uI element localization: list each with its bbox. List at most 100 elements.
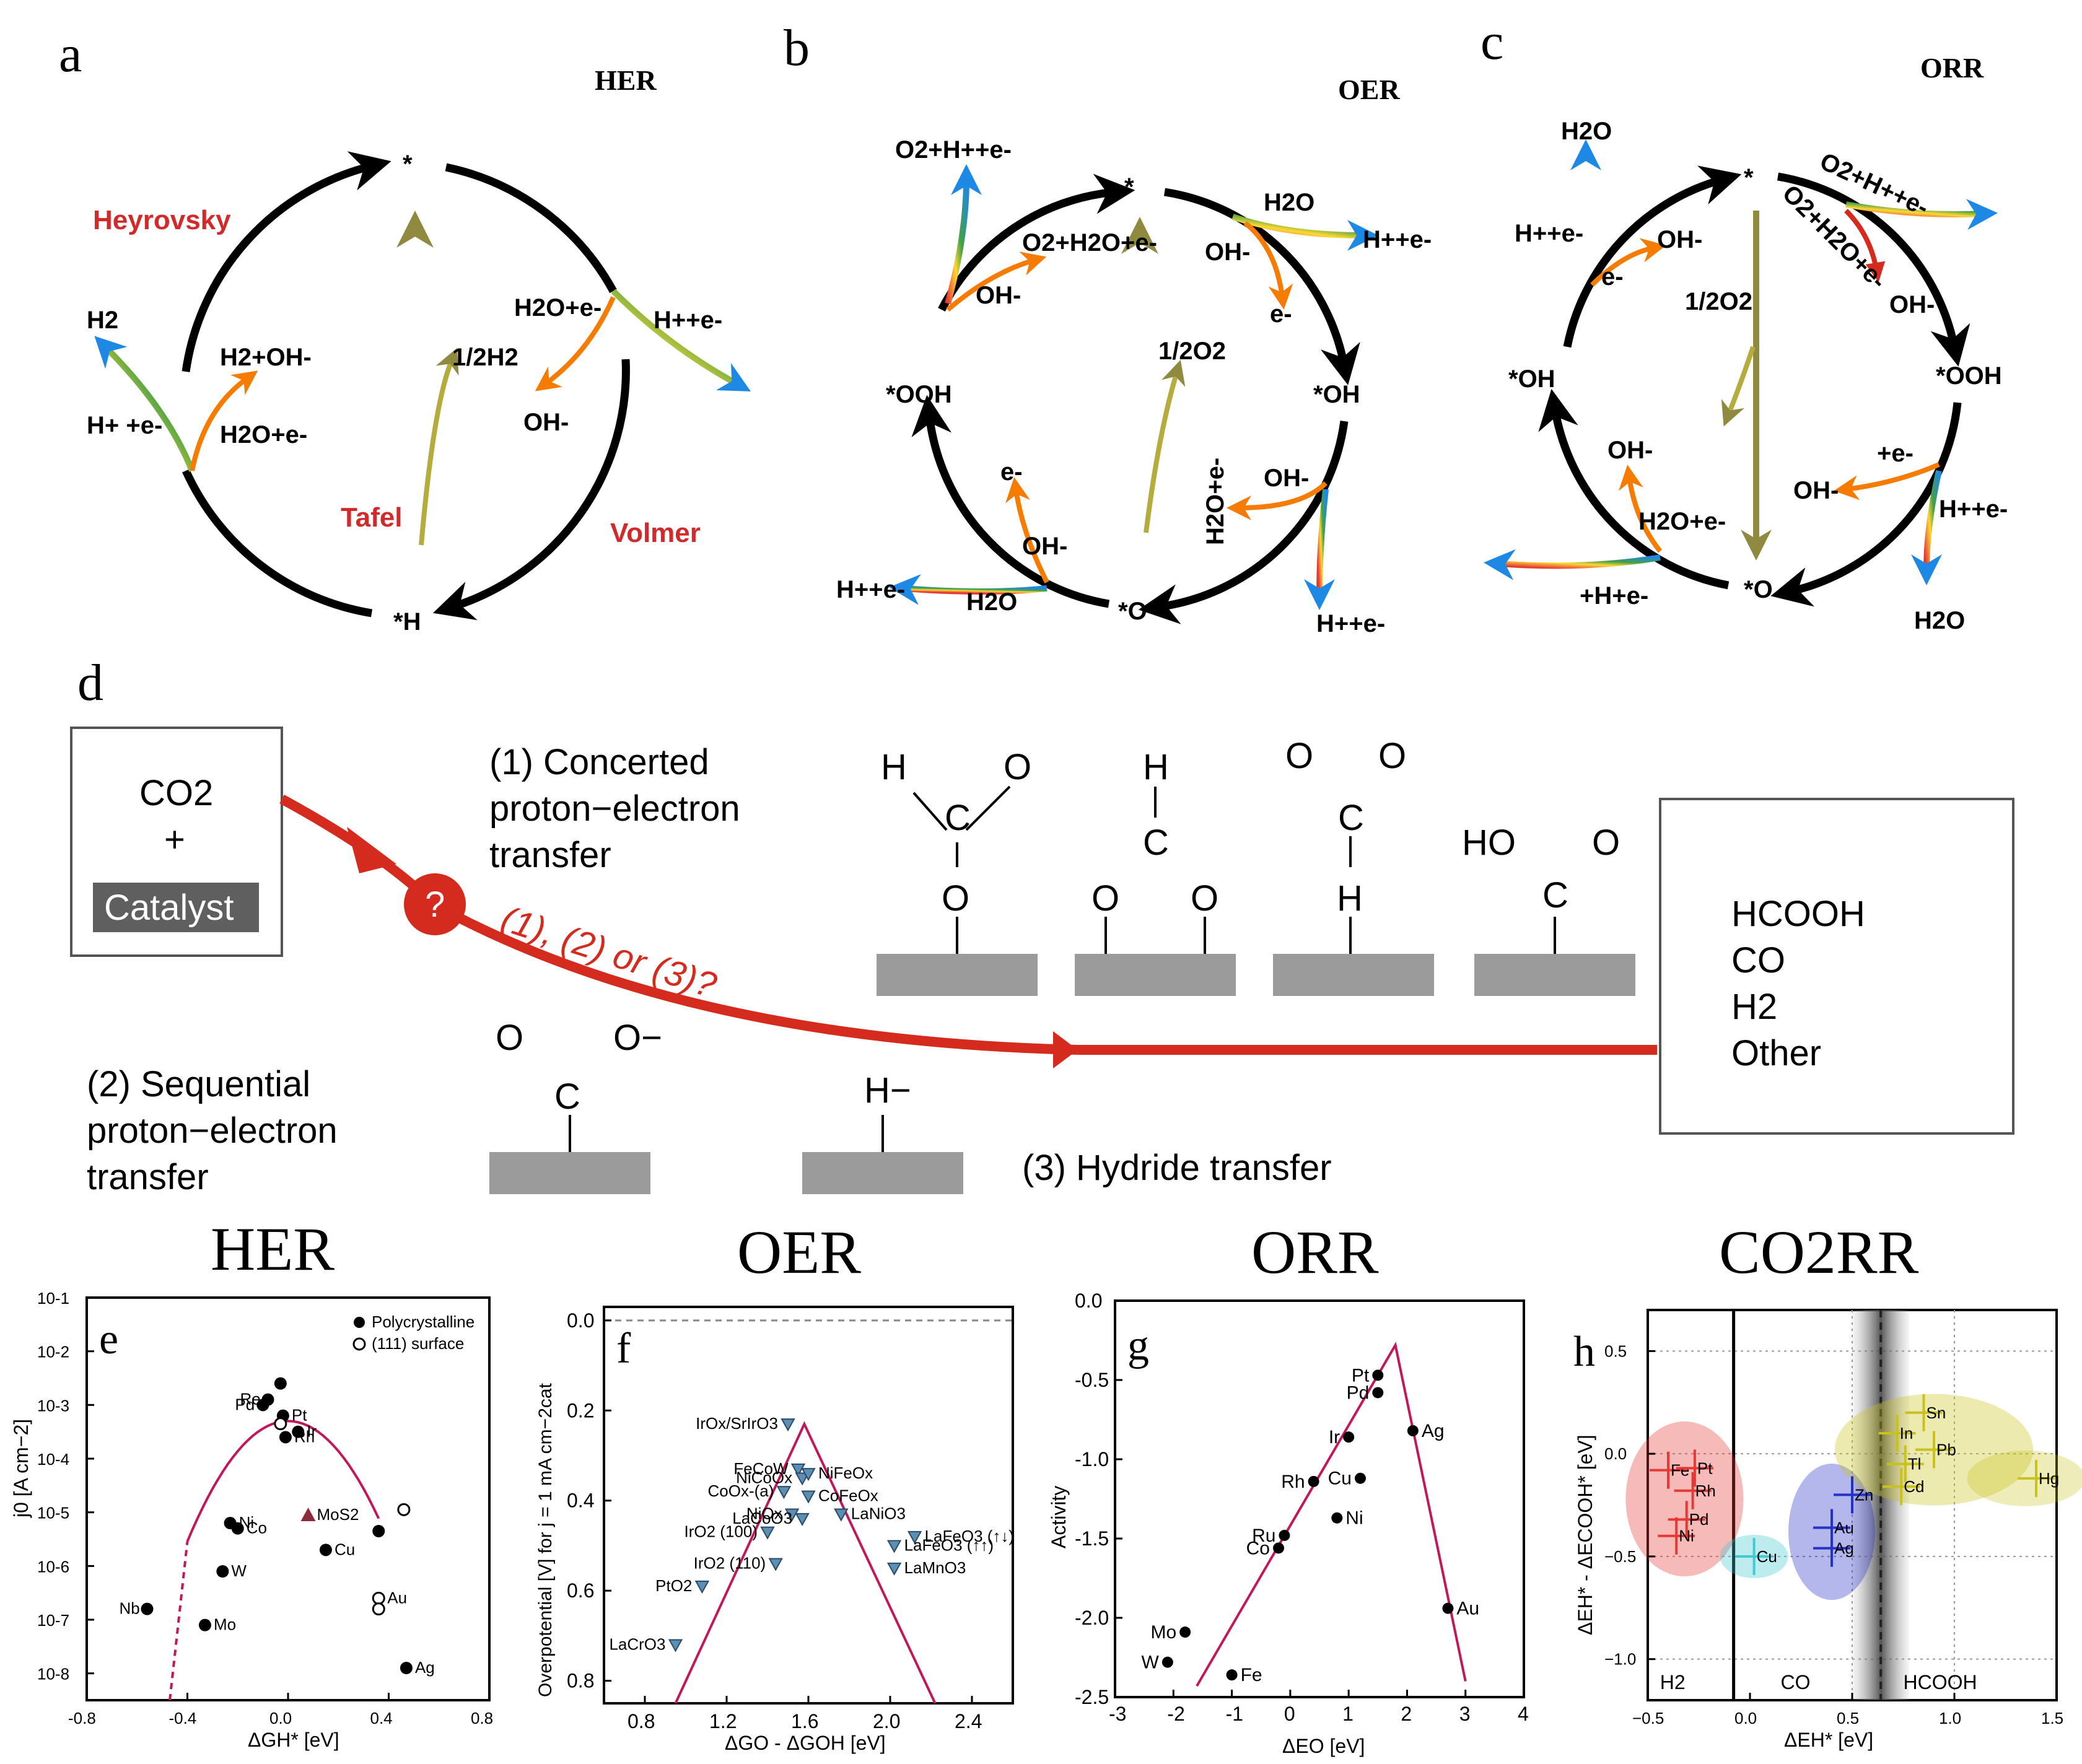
cycle-b-arc-2: [1163, 188, 1360, 385]
data-point: [801, 1468, 816, 1482]
cycle-a-hplus-right-label: H++e-: [654, 307, 722, 334]
data-point: [1273, 1542, 1284, 1554]
product-co: CO: [1731, 940, 1785, 980]
cycle-a-hplus-label: H+ +e-: [87, 412, 162, 439]
x-tick-label: 0.8: [471, 1709, 493, 1727]
cycle-a-arc-right-lower: [432, 359, 630, 621]
atom-o-minus: O−: [613, 1018, 662, 1058]
cycle-c-title: ORR: [1920, 52, 1984, 84]
cycle-c-h2oe-label: H2O+e-: [1638, 508, 1726, 535]
cycle-a-h2-arrow: [94, 336, 195, 472]
point-label: Ag: [415, 1658, 435, 1677]
point-label: FeCoW: [733, 1459, 789, 1478]
cycle-c-o2h2o-arrow: [1844, 209, 1886, 282]
chart-h-co2rr: h −0.5 0.0 0.5 1.0 1.5 0.5 0.0 −0.5 −1.0 Fe Pt Rh Pd…: [1573, 1309, 2082, 1751]
cycle-b-h2o-bottom-label: H2O: [966, 588, 1017, 616]
cycle-c-hplus-right-label: H++e-: [1939, 496, 2008, 523]
panel-letter-c: c: [1481, 13, 1503, 71]
y-tick-label: -2.5: [1075, 1686, 1109, 1708]
data-point: [1279, 1529, 1290, 1541]
y-axis-label: ΔEH* - ΔECOOH* [eV]: [1574, 1434, 1596, 1635]
atom-h-minus: H−: [864, 1070, 911, 1111]
cycle-a-heyrovsky: Heyrovsky: [93, 205, 231, 235]
x-tick-label: 0.4: [370, 1709, 393, 1727]
point-label: Ru: [1252, 1526, 1275, 1546]
products-box: [1659, 798, 2014, 1135]
point-label: Rh: [1695, 1482, 1716, 1500]
reactant-plus: +: [164, 819, 185, 860]
section-title-her: HER: [211, 1215, 335, 1283]
data-point: [372, 1591, 385, 1605]
cycle-c-arc-1: [1563, 165, 1742, 348]
y-tick-label: 10-3: [37, 1396, 69, 1415]
y-tick-label: -1.5: [1075, 1527, 1109, 1550]
y-axis-label: Overpotential [V] for j = 1 mA cm−2cat: [535, 1382, 556, 1697]
cycle-a-h2oh-label: H2+OH-: [220, 344, 312, 371]
point-label: IrOx/SrIrO3: [696, 1414, 778, 1433]
surface-slab: [1474, 954, 1635, 996]
point-label: Au: [1834, 1518, 1854, 1537]
data-point: [1331, 1512, 1343, 1524]
y-tick-label: 10-2: [37, 1343, 69, 1361]
volcano-curve-dashed: [168, 1541, 189, 1701]
point-label: LaCrO3: [609, 1635, 665, 1653]
cycle-a-arc-left-lower: [182, 469, 373, 618]
data-point: [795, 1513, 810, 1526]
y-tick-label: 0.0: [1075, 1290, 1102, 1312]
intermediate-4: HO O C: [1462, 823, 1635, 996]
point-label: Ir: [307, 1422, 317, 1441]
data-point: [274, 1377, 287, 1390]
sequential-line-3: transfer: [87, 1157, 209, 1197]
surface-slab: [1273, 954, 1434, 996]
x-tick-label: 1.5: [2041, 1709, 2063, 1727]
cycle-c-bottom-state: *O: [1744, 576, 1773, 603]
x-tick-label: 0.5: [1837, 1709, 1859, 1727]
cycle-c-arc-2: [1777, 172, 1970, 367]
x-tick-label: 2.4: [955, 1710, 982, 1732]
point-label: Ir: [1329, 1427, 1340, 1447]
x-tick-label: 0.0: [1734, 1709, 1757, 1727]
point-label: IrO2 (100): [685, 1522, 758, 1541]
cycle-b-half-o2-branch: [1144, 359, 1186, 533]
cycle-a-top-state: *: [403, 151, 413, 178]
cycle-b-oh-top-label: OH-: [1205, 238, 1250, 266]
cycle-a-half-h2: 1/2H2: [452, 344, 518, 371]
cycle-b-top-state: *: [1124, 173, 1134, 201]
data-point: [886, 1562, 902, 1576]
cycle-c-right-state: *OOH: [1936, 362, 2002, 390]
cycle-b-o2h2o-label: O2+H2O+e-: [1022, 229, 1157, 256]
chart-e-her: e -0.8 -0.4 0.0 0.4 0.8 10-1 10-2 10-3 10-4 10-5 1…: [10, 1289, 493, 1751]
h2-cluster: [1625, 1421, 1744, 1577]
cycle-b-hplus-top-arrow: [1231, 214, 1378, 251]
x-tick-label: 4: [1518, 1703, 1529, 1725]
point-label: NiFeOx: [818, 1464, 873, 1482]
point-label: Zn: [1855, 1485, 1873, 1504]
cycle-b-arc-4: [911, 395, 1110, 608]
atom-o: O: [1592, 823, 1620, 863]
data-point: [274, 1417, 287, 1431]
y-tick-label: 10-6: [37, 1557, 69, 1576]
atom-o: O: [1378, 736, 1406, 776]
y-tick-label: 0.5: [1604, 1342, 1627, 1360]
point-label: W: [1142, 1653, 1160, 1673]
atom-c: C: [945, 798, 971, 838]
y-tick-label: 0.0: [1604, 1444, 1627, 1463]
intermediate-1: H O C O: [877, 747, 1038, 996]
plot-frame: [85, 1296, 491, 1701]
product-hcooh: HCOOH: [1731, 894, 1865, 934]
region-label: CO: [1781, 1671, 1811, 1693]
chart-f-oer: f 0.8 1.2 1.6 2.0 2.4 0.0 0.2 0.4 0.6 0.8 IrOx/SrI…: [535, 1306, 1014, 1754]
data-point: [668, 1639, 683, 1653]
x-tick-label: -0.4: [169, 1709, 197, 1727]
sequential-line-1: (2) Sequential: [87, 1064, 310, 1104]
cycle-c-hplus-left-label: H++e-: [1515, 220, 1583, 247]
point-label: PtO2: [655, 1576, 692, 1595]
question-mark: ?: [425, 884, 445, 925]
y-tick-label: -1.0: [1075, 1448, 1109, 1470]
point-label: Pt: [292, 1406, 307, 1425]
concerted-line-2: proton−electron: [489, 788, 740, 829]
x-tick-label: 2.0: [873, 1710, 900, 1732]
y-tick-label: −0.5: [1604, 1547, 1636, 1566]
x-tick-label: 0.0: [269, 1709, 292, 1727]
cycle-a-oh-label: OH-: [523, 409, 569, 436]
